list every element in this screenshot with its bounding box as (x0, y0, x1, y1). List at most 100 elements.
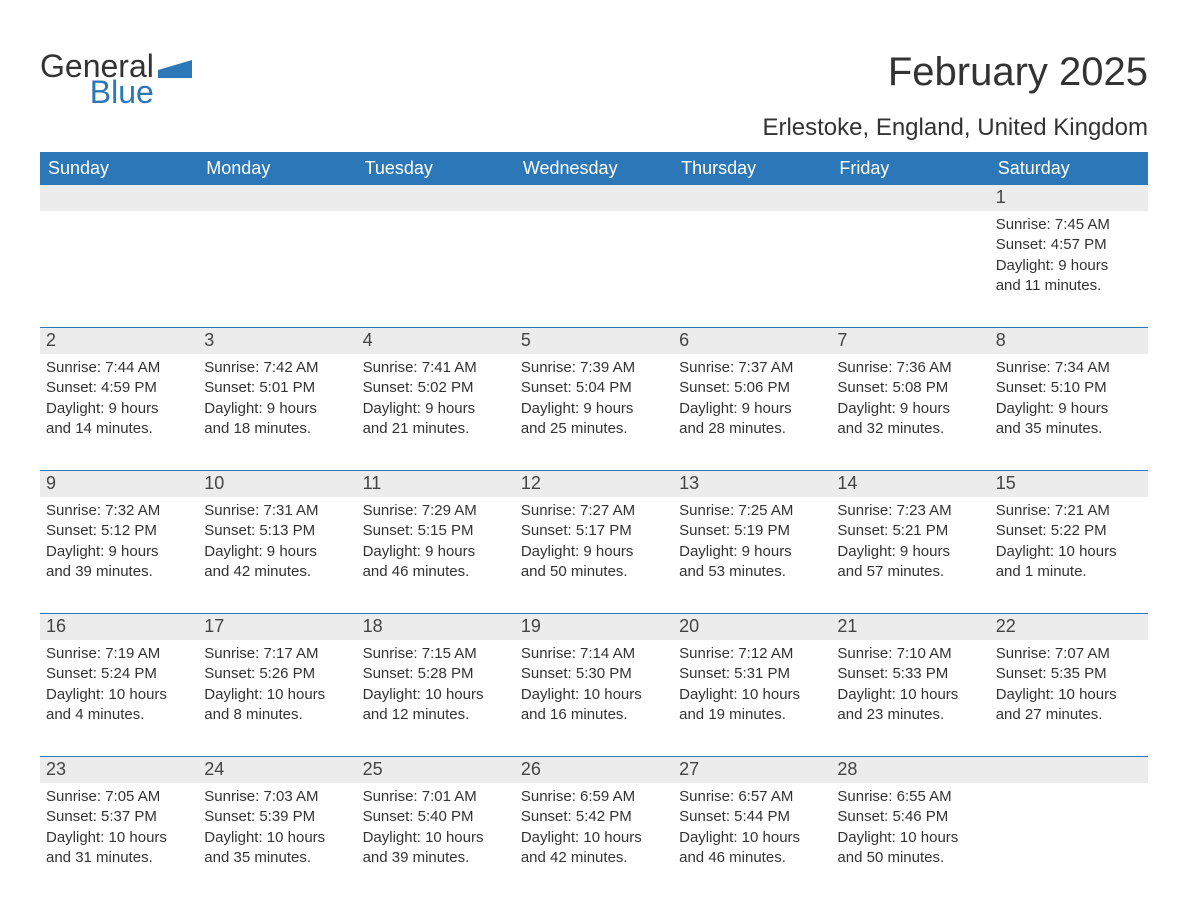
calendar-day-cell: 3Sunrise: 7:42 AMSunset: 5:01 PMDaylight… (198, 328, 356, 448)
day-sunrise: Sunrise: 7:36 AM (837, 358, 983, 378)
day-day2: and 12 minutes. (363, 705, 509, 725)
day-sunrise: Sunrise: 7:25 AM (679, 501, 825, 521)
location-subtitle: Erlestoke, England, United Kingdom (40, 114, 1148, 142)
day-day2: and 39 minutes. (363, 848, 509, 868)
day-day2: and 50 minutes. (521, 562, 667, 582)
day-day2: and 31 minutes. (46, 848, 192, 868)
calendar-day-cell (515, 185, 673, 305)
day-day2: and 39 minutes. (46, 562, 192, 582)
calendar-week: 16Sunrise: 7:19 AMSunset: 5:24 PMDayligh… (40, 613, 1148, 734)
day-sunset: Sunset: 4:59 PM (46, 378, 192, 398)
day-number (515, 185, 673, 211)
day-number: 12 (515, 471, 673, 497)
day-data (198, 211, 356, 221)
calendar-day-cell: 8Sunrise: 7:34 AMSunset: 5:10 PMDaylight… (990, 328, 1148, 448)
day-number: 8 (990, 328, 1148, 354)
day-data (990, 783, 1148, 793)
day-day2: and 57 minutes. (837, 562, 983, 582)
day-day1: Daylight: 10 hours (837, 828, 983, 848)
day-day1: Daylight: 10 hours (363, 685, 509, 705)
day-sunset: Sunset: 5:24 PM (46, 664, 192, 684)
day-day1: Daylight: 9 hours (521, 542, 667, 562)
day-day1: Daylight: 10 hours (679, 828, 825, 848)
day-day2: and 11 minutes. (996, 276, 1142, 296)
day-sunset: Sunset: 5:42 PM (521, 807, 667, 827)
day-number: 4 (357, 328, 515, 354)
day-data: Sunrise: 7:05 AMSunset: 5:37 PMDaylight:… (40, 783, 198, 874)
calendar-day-cell: 14Sunrise: 7:23 AMSunset: 5:21 PMDayligh… (831, 471, 989, 591)
calendar-day-cell (831, 185, 989, 305)
day-day1: Daylight: 10 hours (521, 685, 667, 705)
day-data: Sunrise: 7:01 AMSunset: 5:40 PMDaylight:… (357, 783, 515, 874)
calendar-week: 1Sunrise: 7:45 AMSunset: 4:57 PMDaylight… (40, 185, 1148, 305)
day-number: 11 (357, 471, 515, 497)
day-day2: and 32 minutes. (837, 419, 983, 439)
day-day1: Daylight: 10 hours (996, 685, 1142, 705)
day-day2: and 23 minutes. (837, 705, 983, 725)
day-number: 24 (198, 757, 356, 783)
day-sunrise: Sunrise: 7:29 AM (363, 501, 509, 521)
day-sunrise: Sunrise: 7:10 AM (837, 644, 983, 664)
day-sunset: Sunset: 5:13 PM (204, 521, 350, 541)
calendar-header-cell: Monday (198, 152, 356, 185)
day-sunset: Sunset: 5:22 PM (996, 521, 1142, 541)
calendar-day-cell: 28Sunrise: 6:55 AMSunset: 5:46 PMDayligh… (831, 757, 989, 877)
day-sunrise: Sunrise: 7:41 AM (363, 358, 509, 378)
calendar-header-cell: Friday (831, 152, 989, 185)
day-day1: Daylight: 9 hours (204, 542, 350, 562)
day-data: Sunrise: 7:31 AMSunset: 5:13 PMDaylight:… (198, 497, 356, 588)
day-day2: and 1 minute. (996, 562, 1142, 582)
calendar-day-cell: 5Sunrise: 7:39 AMSunset: 5:04 PMDaylight… (515, 328, 673, 448)
day-sunset: Sunset: 5:10 PM (996, 378, 1142, 398)
day-day2: and 18 minutes. (204, 419, 350, 439)
day-sunrise: Sunrise: 7:39 AM (521, 358, 667, 378)
day-data: Sunrise: 7:36 AMSunset: 5:08 PMDaylight:… (831, 354, 989, 445)
day-number: 18 (357, 614, 515, 640)
day-data: Sunrise: 7:17 AMSunset: 5:26 PMDaylight:… (198, 640, 356, 731)
day-data: Sunrise: 7:34 AMSunset: 5:10 PMDaylight:… (990, 354, 1148, 445)
calendar-day-cell: 27Sunrise: 6:57 AMSunset: 5:44 PMDayligh… (673, 757, 831, 877)
day-data (673, 211, 831, 221)
day-sunset: Sunset: 5:15 PM (363, 521, 509, 541)
day-data: Sunrise: 7:23 AMSunset: 5:21 PMDaylight:… (831, 497, 989, 588)
calendar-header-cell: Tuesday (357, 152, 515, 185)
day-number: 25 (357, 757, 515, 783)
calendar-week: 23Sunrise: 7:05 AMSunset: 5:37 PMDayligh… (40, 756, 1148, 877)
day-sunset: Sunset: 5:21 PM (837, 521, 983, 541)
day-day2: and 19 minutes. (679, 705, 825, 725)
calendar-header-cell: Sunday (40, 152, 198, 185)
day-day1: Daylight: 9 hours (521, 399, 667, 419)
day-day1: Daylight: 10 hours (46, 685, 192, 705)
day-number: 17 (198, 614, 356, 640)
day-sunset: Sunset: 5:46 PM (837, 807, 983, 827)
day-sunrise: Sunrise: 7:05 AM (46, 787, 192, 807)
day-day1: Daylight: 9 hours (204, 399, 350, 419)
day-data: Sunrise: 7:25 AMSunset: 5:19 PMDaylight:… (673, 497, 831, 588)
day-data: Sunrise: 7:37 AMSunset: 5:06 PMDaylight:… (673, 354, 831, 445)
calendar-header-cell: Saturday (990, 152, 1148, 185)
day-sunrise: Sunrise: 7:23 AM (837, 501, 983, 521)
day-sunset: Sunset: 5:30 PM (521, 664, 667, 684)
day-number (990, 757, 1148, 783)
day-sunrise: Sunrise: 7:45 AM (996, 215, 1142, 235)
day-number: 1 (990, 185, 1148, 211)
day-data: Sunrise: 7:42 AMSunset: 5:01 PMDaylight:… (198, 354, 356, 445)
day-sunrise: Sunrise: 6:59 AM (521, 787, 667, 807)
day-number: 21 (831, 614, 989, 640)
calendar-day-cell: 12Sunrise: 7:27 AMSunset: 5:17 PMDayligh… (515, 471, 673, 591)
day-number: 23 (40, 757, 198, 783)
day-sunrise: Sunrise: 7:37 AM (679, 358, 825, 378)
day-day1: Daylight: 10 hours (204, 828, 350, 848)
day-day2: and 46 minutes. (679, 848, 825, 868)
calendar-header-cell: Thursday (673, 152, 831, 185)
day-sunset: Sunset: 4:57 PM (996, 235, 1142, 255)
logo-text-2: Blue (80, 76, 154, 108)
day-sunset: Sunset: 5:17 PM (521, 521, 667, 541)
day-data (357, 211, 515, 221)
day-data: Sunrise: 7:19 AMSunset: 5:24 PMDaylight:… (40, 640, 198, 731)
day-number: 14 (831, 471, 989, 497)
calendar-day-cell: 21Sunrise: 7:10 AMSunset: 5:33 PMDayligh… (831, 614, 989, 734)
calendar-day-cell: 22Sunrise: 7:07 AMSunset: 5:35 PMDayligh… (990, 614, 1148, 734)
day-day2: and 14 minutes. (46, 419, 192, 439)
day-sunset: Sunset: 5:04 PM (521, 378, 667, 398)
